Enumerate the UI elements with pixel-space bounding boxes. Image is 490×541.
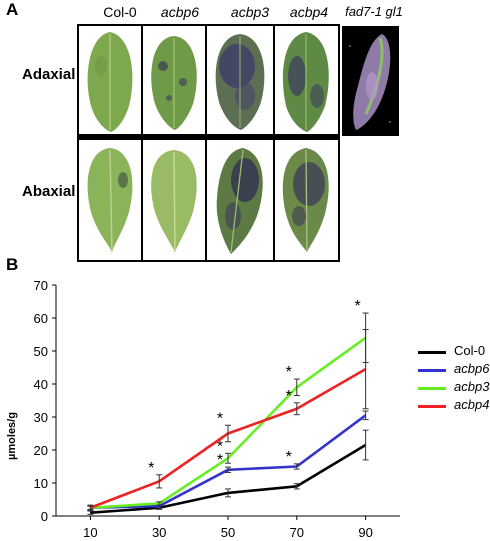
- legend-item-acbp4: acbp4: [418, 397, 490, 415]
- significance-marker: *: [217, 410, 223, 427]
- leaf-photo-acbp4-adaxial: [275, 26, 338, 134]
- y-tick-label: 10: [34, 476, 48, 491]
- legend-swatch-acbp4: [418, 405, 446, 408]
- leaf-photo-fad7-adaxial: [342, 26, 399, 136]
- leaf-acbp3-adaxial-drawing: [215, 34, 265, 130]
- x-tick-label: 30: [152, 525, 166, 540]
- leaf-photo-col0-abaxial: [79, 140, 141, 260]
- legend-label-col0: Col-0: [454, 343, 486, 358]
- legend-item-acbp6: acbp6: [418, 361, 490, 379]
- leaf-acbp4-adaxial-drawing: [282, 32, 329, 132]
- significance-marker: *: [286, 388, 292, 405]
- leaf-photo-acbp4-abaxial: [275, 140, 338, 260]
- leaf-acbp6-adaxial-drawing: [151, 36, 197, 130]
- row-label-abaxial: Abaxial: [22, 183, 76, 200]
- leaf-photo-acbp6-abaxial: [143, 140, 205, 260]
- x-tick-label: 70: [290, 525, 304, 540]
- panel-b-letter: B: [6, 255, 19, 274]
- row-label-adaxial: Adaxial: [22, 66, 76, 83]
- legend-label-acbp4: acbp4: [454, 397, 490, 412]
- significance-marker: *: [148, 460, 154, 477]
- x-tick-label: 50: [221, 525, 235, 540]
- panel-a-letter: A: [6, 0, 19, 19]
- leaf-photo-acbp3-abaxial: [207, 140, 273, 260]
- y-axis-label: µmoles/g: [6, 412, 18, 460]
- significance-marker: *: [354, 298, 360, 315]
- genotype-label-acbp4: acbp4: [289, 4, 329, 20]
- y-tick-label: 20: [34, 443, 48, 458]
- significance-marker: *: [217, 438, 223, 455]
- legend-swatch-col0: [418, 351, 446, 354]
- significance-marker: *: [217, 452, 223, 469]
- leaf-acbp3-abaxial-drawing: [216, 148, 263, 254]
- genotype-label-col0: Col-0: [103, 4, 137, 20]
- leaf-col0-abaxial-drawing: [87, 148, 133, 253]
- leaf-acbp4-abaxial-drawing: [282, 148, 329, 253]
- leaf-fad7-adaxial-drawing: [349, 34, 391, 130]
- leaf-photo-acbp3-adaxial: [207, 26, 273, 134]
- x-tick-label: 90: [358, 525, 372, 540]
- leaf-photo-acbp6-adaxial: [143, 26, 205, 134]
- leaf-acbp6-abaxial-drawing: [151, 150, 197, 253]
- y-tick-label: 0: [41, 509, 48, 524]
- y-tick-label: 70: [34, 278, 48, 293]
- legend-swatch-acbp6: [418, 369, 446, 372]
- y-tick-label: 40: [34, 377, 48, 392]
- significance-marker: *: [286, 364, 292, 381]
- genotype-label-fad7: fad7-1 gl1: [345, 4, 403, 19]
- legend-label-acbp3: acbp3: [454, 379, 490, 394]
- y-tick-label: 30: [34, 410, 48, 425]
- legend-label-acbp6: acbp6: [454, 361, 490, 376]
- series-line-2: [90, 336, 367, 510]
- y-tick-label: 50: [34, 344, 48, 359]
- leaf-photo-col0-adaxial: [79, 26, 141, 134]
- genotype-label-acbp3: acbp3: [230, 4, 270, 20]
- leaf-col0-adaxial-drawing: [87, 32, 133, 132]
- y-tick-label: 60: [34, 311, 48, 326]
- legend-swatch-acbp3: [418, 387, 446, 390]
- significance-marker: *: [286, 449, 292, 466]
- legend-item-acbp3: acbp3: [418, 379, 490, 397]
- x-tick-label: 10: [83, 525, 97, 540]
- chart-series: * *******: [87, 298, 369, 515]
- genotype-label-acbp6: acbp6: [160, 4, 200, 20]
- legend-item-col0: Col-0: [418, 343, 490, 361]
- chart-axes: 0 10 20 30 40 50 60 70 10 30 50 70 90: [34, 278, 400, 540]
